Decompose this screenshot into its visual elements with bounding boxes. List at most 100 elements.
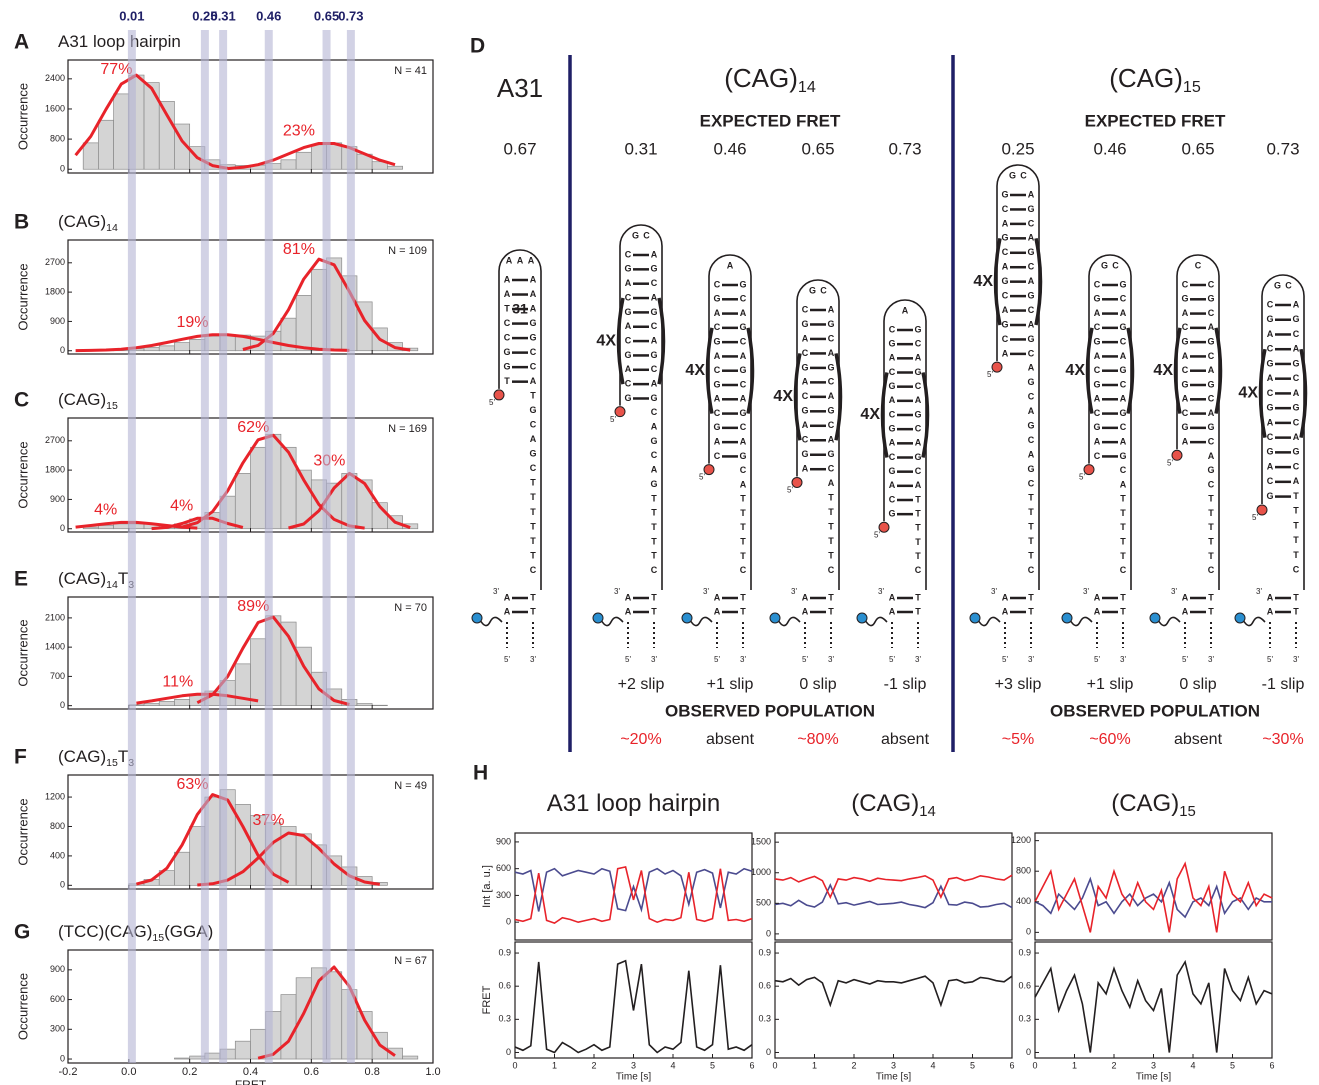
section-heading: EXPECTED FRET [1085, 111, 1226, 130]
base-letter: C [1028, 218, 1035, 228]
section-heading: OBSERVED POPULATION [1050, 701, 1260, 720]
base-letter: A [1002, 592, 1009, 602]
base-letter: G [503, 347, 510, 357]
expected-fret: 0.73 [1266, 139, 1299, 158]
base-letter: A [1028, 406, 1035, 416]
base-letter: A [1208, 365, 1215, 375]
y-tick-label: 0.3 [1018, 1014, 1031, 1024]
x-tick-label: 3 [891, 1060, 896, 1070]
y-tick-label: 0.9 [1018, 947, 1031, 957]
base-letter: G [650, 479, 657, 489]
bar [280, 994, 297, 1060]
bracket [834, 353, 843, 441]
base-letter: C [1028, 478, 1035, 488]
y-axis-label: Occurrence [15, 83, 30, 150]
loop-letter: A [902, 305, 909, 315]
y-tick-label: 900 [50, 494, 65, 504]
y-tick-label: 800 [1016, 866, 1031, 876]
donor-dye [1061, 612, 1073, 624]
base-letter: T [828, 536, 834, 546]
strand-end: 3' [1171, 587, 1177, 596]
base-letter: C [1267, 476, 1274, 486]
y-tick-label: 1500 [751, 837, 771, 847]
base-letter: A [714, 606, 721, 616]
title-part: (CAG) [1111, 790, 1179, 817]
panel-title: (CAG)14T3 [58, 569, 134, 590]
title-subscript: 14 [798, 78, 816, 96]
title-subscript: 14 [919, 804, 936, 820]
strand-end: 3' [530, 655, 536, 664]
base-letter: A [1002, 262, 1009, 272]
population: ~30% [1262, 731, 1303, 748]
x-tick-label: 4 [930, 1060, 935, 1070]
repeat-label: 4X [1153, 362, 1173, 379]
acceptor-dye [878, 521, 890, 533]
x-axis-label: FRET [235, 1078, 267, 1085]
base-letter: T [504, 376, 510, 386]
loop-letter: C [1020, 170, 1027, 180]
bracket [705, 327, 714, 414]
base-letter: A [1267, 373, 1274, 383]
linker [777, 616, 801, 627]
base-letter: G [827, 406, 834, 416]
x-tick-label: 2 [591, 1060, 596, 1070]
base-letter: T [915, 509, 921, 519]
base-letter: A [530, 274, 537, 284]
x-tick-label: 5 [970, 1060, 975, 1070]
x-tick-label: 5 [710, 1060, 715, 1070]
donor-dye [1234, 612, 1246, 624]
base-letter: C [915, 381, 922, 391]
y-tick-label: 2700 [45, 435, 65, 445]
base-letter: A [802, 606, 809, 616]
bracket [880, 372, 889, 458]
repeat-label: 4X [860, 406, 880, 423]
bar [250, 638, 267, 707]
fit-label: 81% [283, 241, 315, 258]
panel-title: A31 loop hairpin [58, 32, 181, 51]
bracket [1299, 348, 1308, 438]
y-tick-label: 0.6 [1018, 981, 1031, 991]
base-letter: T [1208, 508, 1214, 518]
title-subscript: 14 [106, 222, 118, 234]
base-letter: C [740, 465, 747, 475]
base-letter: G [1181, 379, 1188, 389]
base-letter: T [1208, 537, 1214, 547]
base-letter: C [530, 565, 537, 575]
base-letter: G [624, 264, 631, 274]
panel-label: E [14, 568, 28, 591]
base-letter: T [828, 493, 834, 503]
panel-label: G [14, 921, 30, 944]
base-letter: C [1094, 451, 1101, 461]
base-letter: C [1002, 334, 1009, 344]
fit-label: 89% [237, 598, 269, 615]
strand-end: 5' [610, 415, 616, 424]
base-letter: T [828, 550, 834, 560]
base-letter: A [714, 351, 721, 361]
x-axis-label: Time [s] [616, 1072, 651, 1083]
base-letter: C [1293, 565, 1300, 575]
base-letter: T [530, 478, 536, 488]
base-letter: C [889, 452, 896, 462]
loop-letter: C [1285, 280, 1292, 290]
y-tick-label: 600 [50, 994, 65, 1004]
strand-end: 3' [1293, 655, 1299, 664]
y-tick-label: 800 [50, 821, 65, 831]
reference-line [322, 30, 331, 1063]
x-tick-label: 1.0 [425, 1066, 440, 1078]
fit-label: 62% [237, 419, 269, 436]
base-letter: T [740, 551, 746, 561]
reference-label: 0.25 [192, 8, 217, 23]
linker [977, 616, 1001, 627]
loop-letter: C [1112, 260, 1119, 270]
y-tick-label: 2400 [45, 73, 65, 83]
base-letter: C [1028, 392, 1035, 402]
base-letter: G [1266, 447, 1273, 457]
fit-label: 77% [100, 61, 132, 78]
base-letter: G [1207, 294, 1214, 304]
base-letter: A [625, 364, 632, 374]
base-letter: C [714, 279, 721, 289]
bar [113, 93, 130, 170]
base-letter: A [1028, 233, 1035, 243]
base-letter: A [1208, 322, 1215, 332]
